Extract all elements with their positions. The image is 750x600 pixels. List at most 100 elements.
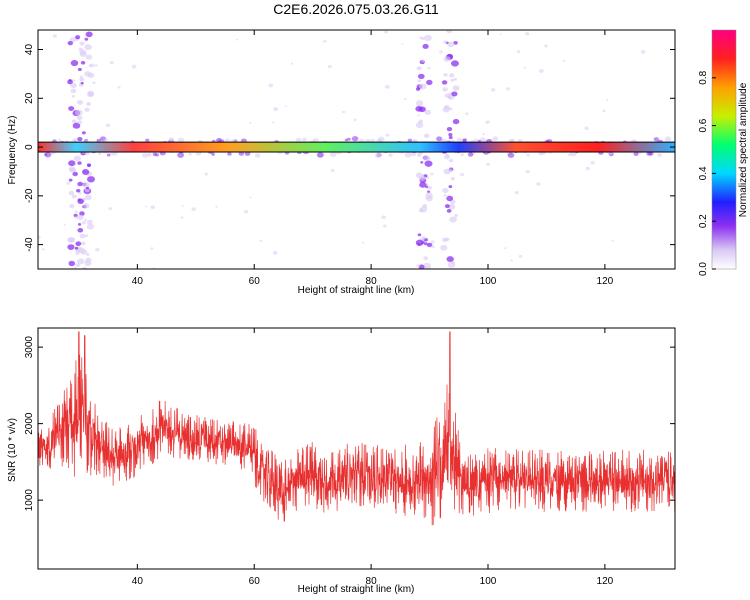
spectrogram-cell [87,91,94,98]
spectrogram-cell [401,42,404,45]
spectrogram-cell [385,133,390,137]
colorbar-tick-label: 0.4 [698,166,709,180]
spectrogram-cell [370,138,375,142]
spectrogram-cell [290,62,294,65]
spectrogram-cell [482,133,485,136]
spectrogram-cell [351,136,359,142]
spectrogram-cell [81,169,90,175]
spectrogram-cell [72,171,78,177]
spectrogram-cell [295,137,302,143]
spectrogram-cell [427,186,432,190]
spectrogram-cell [79,77,85,82]
spectrogram-cell [453,41,458,45]
spectrogram-cell [440,244,448,251]
spectrogram-cell [68,260,76,267]
spectrogram-cell [415,100,424,107]
spectrogram-cell [96,138,101,143]
spectrogram-cell [84,188,90,193]
spectrogram-cell [268,83,274,88]
snr-x-tick-label: 120 [597,576,614,587]
spectrogram-cell [462,138,467,142]
spectrogram-cell [235,38,239,41]
snr-x-tick-label: 100 [480,576,497,587]
spectrogram-cell [86,253,90,256]
spectrogram-cell [415,105,423,112]
spectrogram-y-label: Frequency (Hz) [7,116,18,185]
spectrogram-cell [448,136,453,140]
spectrogram-cell [77,161,82,165]
spectrogram-cell [452,118,460,125]
spectrogram-cell [68,166,76,172]
spectrogram-cell [181,205,184,207]
spectrogram-cell [443,73,448,77]
spectrogram-cell [514,190,519,195]
spectrogram-cell [84,260,92,267]
spectrogram-cell [526,153,530,157]
spectrogram-cell [150,205,156,210]
spectrogram-cell [131,64,137,69]
spectrogram-cell [415,121,424,129]
spectrogram-cell [82,182,90,189]
spectrogram-cell [84,44,92,51]
spectrogram-cell [77,67,82,72]
spectrogram-cell [416,264,421,268]
spectrogram-cell [454,213,459,218]
spectrogram-cell [254,153,261,158]
spectrogram-cell [362,241,365,244]
spectrogram-cell [75,263,81,268]
spectrogram-x-tick-label: 60 [249,276,261,287]
spectrogram-cell [485,120,491,125]
spectrogram-cell [302,137,307,142]
spectrogram-cell [84,234,89,237]
spectrogram-cell [117,86,121,89]
spectrogram-cell [71,94,75,98]
spectrogram-cell [84,194,92,201]
spectrogram-cell [58,138,62,142]
snr-y-tick-label: 1000 [24,489,35,512]
spectrogram-x-label: Height of straight line (km) [298,285,415,296]
spectrogram-cell [70,59,79,67]
spectrogram-cell [74,216,78,219]
spectrogram-cell [84,37,89,41]
spectrogram-cell [426,176,430,179]
spectrogram-cell [83,203,90,209]
spectrogram-cell [430,172,434,176]
spectrogram-cell [420,161,424,164]
spectrogram-cell [448,92,452,95]
spectrogram-cell [81,249,88,255]
spectrogram-cell [330,151,337,157]
spectrogram-cell [384,30,388,34]
spectrogram-cell [424,160,433,167]
spectrogram-cell [108,207,113,211]
spectrogram-cell [653,137,660,142]
spectrogram-y-ticks: 40 20 0 -20 -40 [24,44,675,252]
spectrogram-cell [451,261,455,264]
snr-x-tick-label: 80 [366,576,378,587]
spectrogram-cell [106,153,111,157]
spectrogram-cell [418,83,427,90]
spectrogram-cell [407,138,413,143]
spectrogram-cell [378,136,385,142]
spectrogram-cell [384,84,390,89]
spectrogram-cell [77,120,83,125]
spectrogram-cell [103,138,108,142]
spectrogram-cell [70,88,77,94]
spectrogram-cell [422,43,429,49]
spectrogram-cell [74,246,79,250]
spectrogram-cell [404,98,407,101]
spectrogram-cell [77,198,84,204]
colorbar-tick-label: 0.0 [698,262,709,276]
spectrogram-cell [81,241,86,246]
spectrogram-cell [421,236,426,240]
spectrogram-cell [388,153,393,157]
spectrogram-cell [316,152,324,158]
spectrogram-cell [445,153,450,157]
spectrogram-cell [79,75,83,78]
spectrogram-cell [216,137,222,143]
spectrogram-cell [168,137,175,142]
spectrogram-cell [68,106,75,111]
spectrogram-x-tick-label: 40 [132,276,144,287]
spectrogram-cell [423,133,430,139]
spectrogram-cell [243,209,249,214]
